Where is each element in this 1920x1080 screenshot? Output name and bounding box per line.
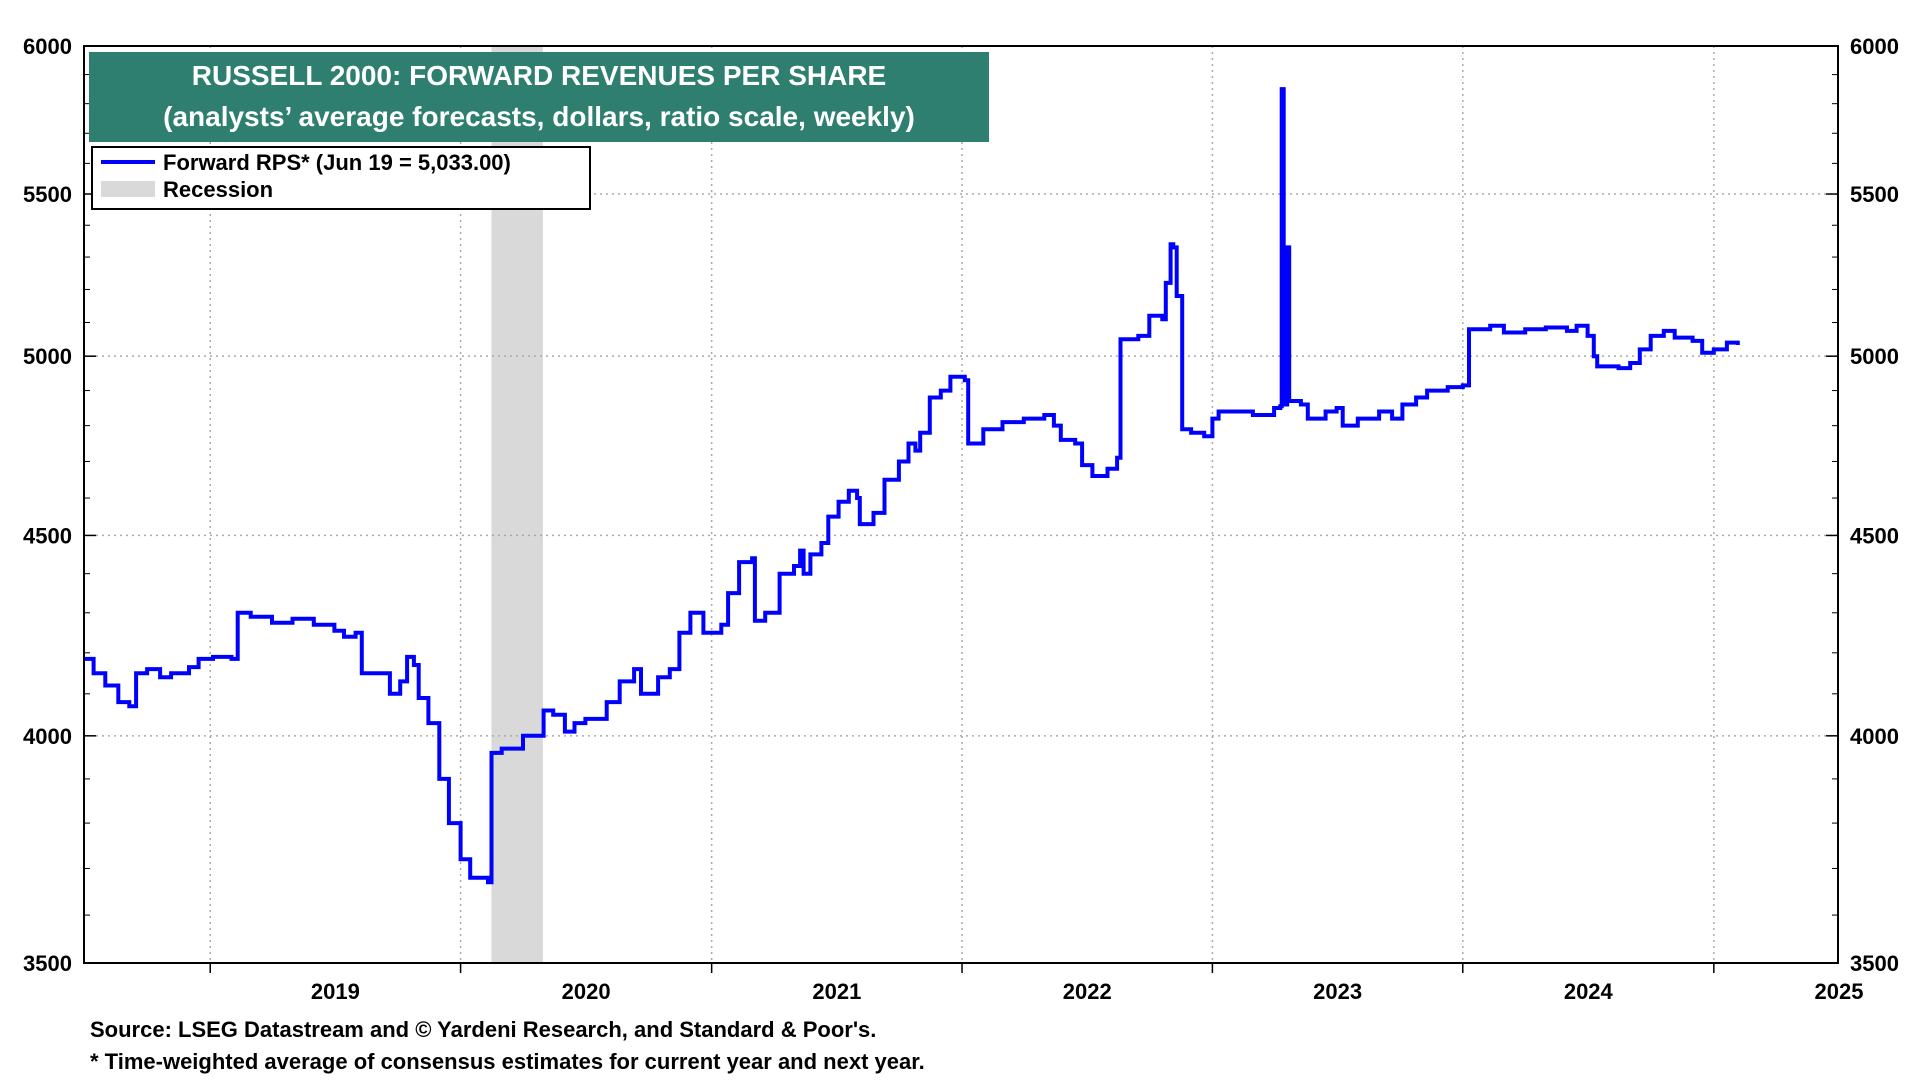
x-tick-label: 2019	[311, 979, 360, 1004]
x-tick-label: 2020	[562, 979, 611, 1004]
footnote: * Time-weighted average of consensus est…	[90, 1049, 925, 1074]
legend-swatch-recession	[101, 181, 155, 197]
legend-label-recession: Recession	[163, 177, 273, 202]
y-tick-label-left: 3500	[23, 951, 72, 976]
chart-title: RUSSELL 2000: FORWARD REVENUES PER SHARE	[192, 60, 886, 91]
y-tick-label-left: 4500	[23, 523, 72, 548]
x-tick-label: 2023	[1313, 979, 1362, 1004]
legend-box	[91, 146, 591, 210]
y-tick-label-right: 6000	[1850, 34, 1899, 59]
y-tick-label-left: 5000	[23, 344, 72, 369]
series-line-forward-rps	[84, 87, 1740, 885]
y-tick-label-right: 3500	[1850, 951, 1899, 976]
y-tick-label-right: 4000	[1850, 724, 1899, 749]
x-tick-label: 2021	[812, 979, 861, 1004]
y-tick-label-left: 5500	[23, 182, 72, 207]
source-note: Source: LSEG Datastream and © Yardeni Re…	[90, 1017, 877, 1042]
y-tick-label-right: 5000	[1850, 344, 1899, 369]
y-tick-label-right: 4500	[1850, 523, 1899, 548]
x-tick-label: 2024	[1564, 979, 1614, 1004]
y-tick-label-right: 5500	[1850, 182, 1899, 207]
chart-subtitle: (analysts’ average forecasts, dollars, r…	[163, 101, 915, 132]
y-tick-label-left: 6000	[23, 34, 72, 59]
x-tick-label: 2022	[1063, 979, 1112, 1004]
legend-label-forward-rps: Forward RPS* (Jun 19 = 5,033.00)	[163, 150, 511, 175]
title-box	[89, 52, 989, 142]
y-tick-label-left: 4000	[23, 724, 72, 749]
x-tick-label: 2025	[1815, 979, 1864, 1004]
plot-frame	[83, 45, 1839, 964]
